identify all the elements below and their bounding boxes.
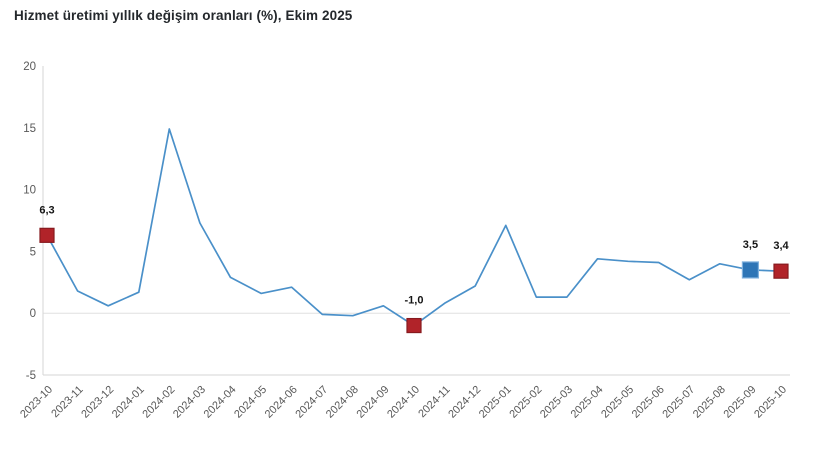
x-axis-tick-label: 2025-02	[507, 384, 544, 421]
y-axis-tick-label: 15	[23, 123, 36, 135]
y-axis-tick-label: 20	[23, 61, 36, 73]
data-point-label: -1,0	[405, 295, 424, 307]
data-point-label: 6,3	[39, 204, 54, 216]
x-axis-tick-label: 2025-08	[691, 384, 728, 421]
data-point-marker-red	[406, 317, 422, 334]
x-axis-tick-label: 2025-09	[722, 384, 759, 421]
data-point-label: 3,5	[743, 239, 758, 251]
data-point-marker-red	[773, 263, 789, 279]
x-axis-tick-label: 2024-10	[385, 384, 422, 421]
x-axis-tick-label: 2023-10	[18, 384, 55, 421]
y-axis-tick-label: -5	[26, 370, 36, 382]
chart-title: Hizmet üretimi yıllık değişim oranları (…	[14, 8, 353, 23]
data-point-marker-red	[39, 227, 55, 243]
x-axis-tick-label: 2024-12	[446, 384, 483, 421]
x-axis-tick-label: 2024-09	[355, 384, 392, 421]
x-axis-tick-label: 2024-11	[416, 384, 452, 420]
x-axis-tick-label: 2025-04	[569, 384, 606, 421]
x-axis-tick-label: 2025-10	[752, 384, 789, 421]
x-axis-tick-label: 2025-01	[477, 384, 514, 421]
x-axis-tick-label: 2024-04	[202, 384, 239, 421]
x-axis-tick-label: 2024-08	[324, 384, 361, 421]
x-axis-tick-label: 2024-01	[110, 384, 147, 421]
x-axis-tick-label: 2023-11	[49, 384, 85, 420]
x-axis-tick-label: 2024-03	[171, 384, 208, 421]
x-axis-tick-label: 2025-05	[599, 384, 636, 421]
x-axis-tick-label: 2024-06	[263, 384, 300, 421]
x-axis-tick-label: 2025-06	[630, 384, 667, 421]
x-axis-tick-label: 2024-07	[293, 384, 330, 421]
x-axis-tick-label: 2023-12	[79, 384, 116, 421]
y-axis-tick-label: 5	[30, 246, 36, 258]
y-axis-tick-label: 10	[23, 185, 36, 197]
x-axis-tick-label: 2024-05	[232, 384, 269, 421]
x-axis-tick-label: 2024-02	[140, 384, 177, 421]
x-axis-tick-label: 2025-03	[538, 384, 575, 421]
y-axis-tick-label: 0	[30, 308, 36, 320]
x-axis-tick-label: 2025-07	[660, 384, 697, 421]
data-point-label: 3,4	[773, 240, 789, 252]
data-point-marker-blue	[741, 261, 760, 279]
